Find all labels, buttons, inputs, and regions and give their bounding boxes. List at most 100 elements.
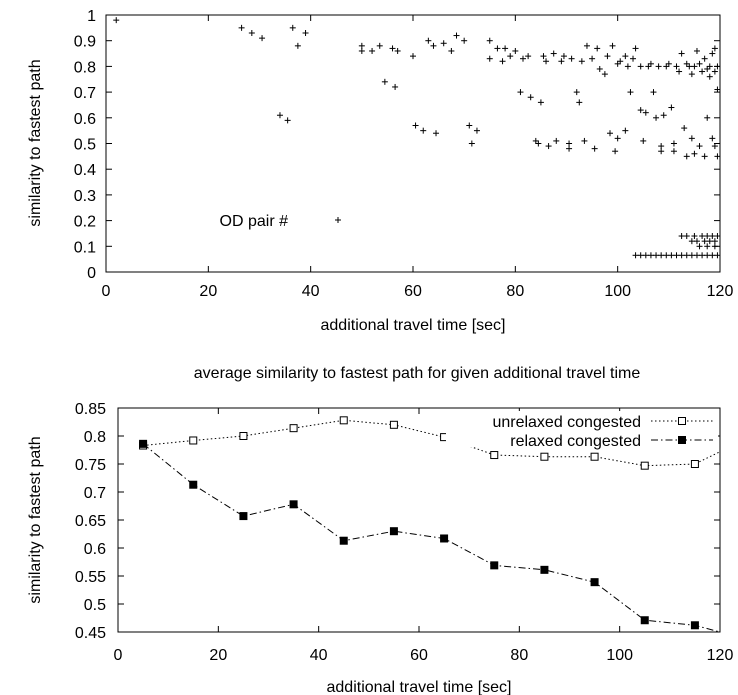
data-point (248, 29, 255, 36)
data-point (693, 238, 700, 245)
legend: unrelaxed congested relaxed congested (446, 411, 718, 450)
data-point (473, 127, 480, 134)
data-point (683, 252, 690, 259)
data-point (453, 32, 460, 39)
legend-box-background (446, 411, 718, 447)
data-point (527, 94, 534, 101)
data-point (663, 252, 670, 259)
data-point (691, 63, 698, 70)
data-point (632, 45, 639, 52)
data-point (494, 45, 501, 52)
x-tick-label: 60 (410, 647, 428, 664)
data-point (486, 37, 493, 44)
data-point (276, 112, 283, 119)
x-tick-label: 120 (707, 283, 734, 300)
data-point (711, 243, 718, 250)
data-point (302, 29, 309, 36)
data-point (568, 55, 575, 62)
data-point (606, 130, 613, 137)
data-point (583, 42, 590, 49)
legend-marker (335, 217, 341, 223)
x-tick-label: 0 (102, 283, 111, 300)
data-point (433, 130, 440, 137)
data-point (642, 252, 649, 259)
data-point (678, 50, 685, 57)
data-point (576, 99, 583, 106)
data-point (686, 63, 693, 70)
data-point (678, 233, 685, 240)
y-tick-label: 0 (87, 265, 96, 282)
data-point (622, 127, 629, 134)
data-point (630, 55, 637, 62)
data-point (714, 233, 721, 240)
relaxed-congested-marker (189, 480, 198, 489)
relaxed-congested-marker (289, 500, 298, 509)
relaxed-congested-marker (239, 512, 248, 521)
relaxed-congested-marker (490, 561, 499, 570)
data-point (440, 40, 447, 47)
unrelaxed-congested-marker (690, 460, 699, 468)
tick-marks (117, 407, 721, 633)
data-point (704, 65, 711, 72)
data-point (637, 107, 644, 114)
data-point (645, 63, 652, 70)
data-point (701, 153, 708, 160)
legend-marker-od-pair (335, 217, 341, 223)
data-point (612, 148, 619, 155)
data-point (543, 58, 550, 65)
y-tick-label: 0.9 (74, 34, 96, 51)
data-point (678, 252, 685, 259)
legend-label-od-pair: OD pair # (220, 213, 289, 230)
relaxed-congested-line (142, 443, 721, 633)
data-point (259, 35, 266, 42)
data-point (696, 60, 703, 67)
data-point (622, 53, 629, 60)
data-point (466, 122, 473, 129)
data-point (412, 122, 419, 129)
data-point (696, 243, 703, 250)
relaxed-congested-marker (339, 536, 348, 545)
data-point (591, 145, 598, 152)
y-tick-label: 0.45 (75, 625, 106, 642)
data-point (637, 252, 644, 259)
data-point (714, 86, 721, 93)
unrelaxed-congested-marker (389, 420, 398, 429)
data-point (673, 63, 680, 70)
unrelaxed-congested-marker (540, 452, 549, 461)
y-tick-label: 0.4 (74, 162, 96, 179)
data-point (376, 42, 383, 49)
relaxed-congested-marker (440, 534, 449, 543)
unrelaxed-congested-marker (339, 416, 348, 425)
x-tick-label: 80 (510, 647, 528, 664)
data-point (711, 143, 718, 150)
data-point (706, 73, 713, 80)
relaxed-congested-marker (540, 565, 549, 574)
y-tick-label: 0.3 (74, 188, 96, 205)
unrelaxed-congested-marker (189, 436, 198, 445)
data-point (566, 140, 573, 147)
data-point (683, 60, 690, 67)
data-point (486, 55, 493, 62)
data-point (499, 58, 506, 65)
y-tick-label: 0.5 (74, 137, 96, 154)
data-point (425, 37, 432, 44)
data-point (358, 42, 365, 49)
data-point (468, 140, 475, 147)
data-point (502, 45, 509, 52)
legend-label-unrelaxed: unrelaxed congested (492, 414, 641, 431)
data-point (709, 135, 716, 142)
data-point (660, 112, 667, 119)
data-point (668, 252, 675, 259)
data-point (714, 153, 721, 160)
x-axis-label: additional travel time [sec] (327, 679, 512, 695)
data-point (535, 140, 542, 147)
unrelaxed-congested-marker (289, 424, 298, 433)
x-axis-label: additional travel time [sec] (321, 317, 506, 334)
data-point (683, 233, 690, 240)
data-point (693, 47, 700, 54)
data-point (589, 55, 596, 62)
data-point (389, 45, 396, 52)
data-point (693, 252, 700, 259)
series-lines (142, 419, 721, 633)
